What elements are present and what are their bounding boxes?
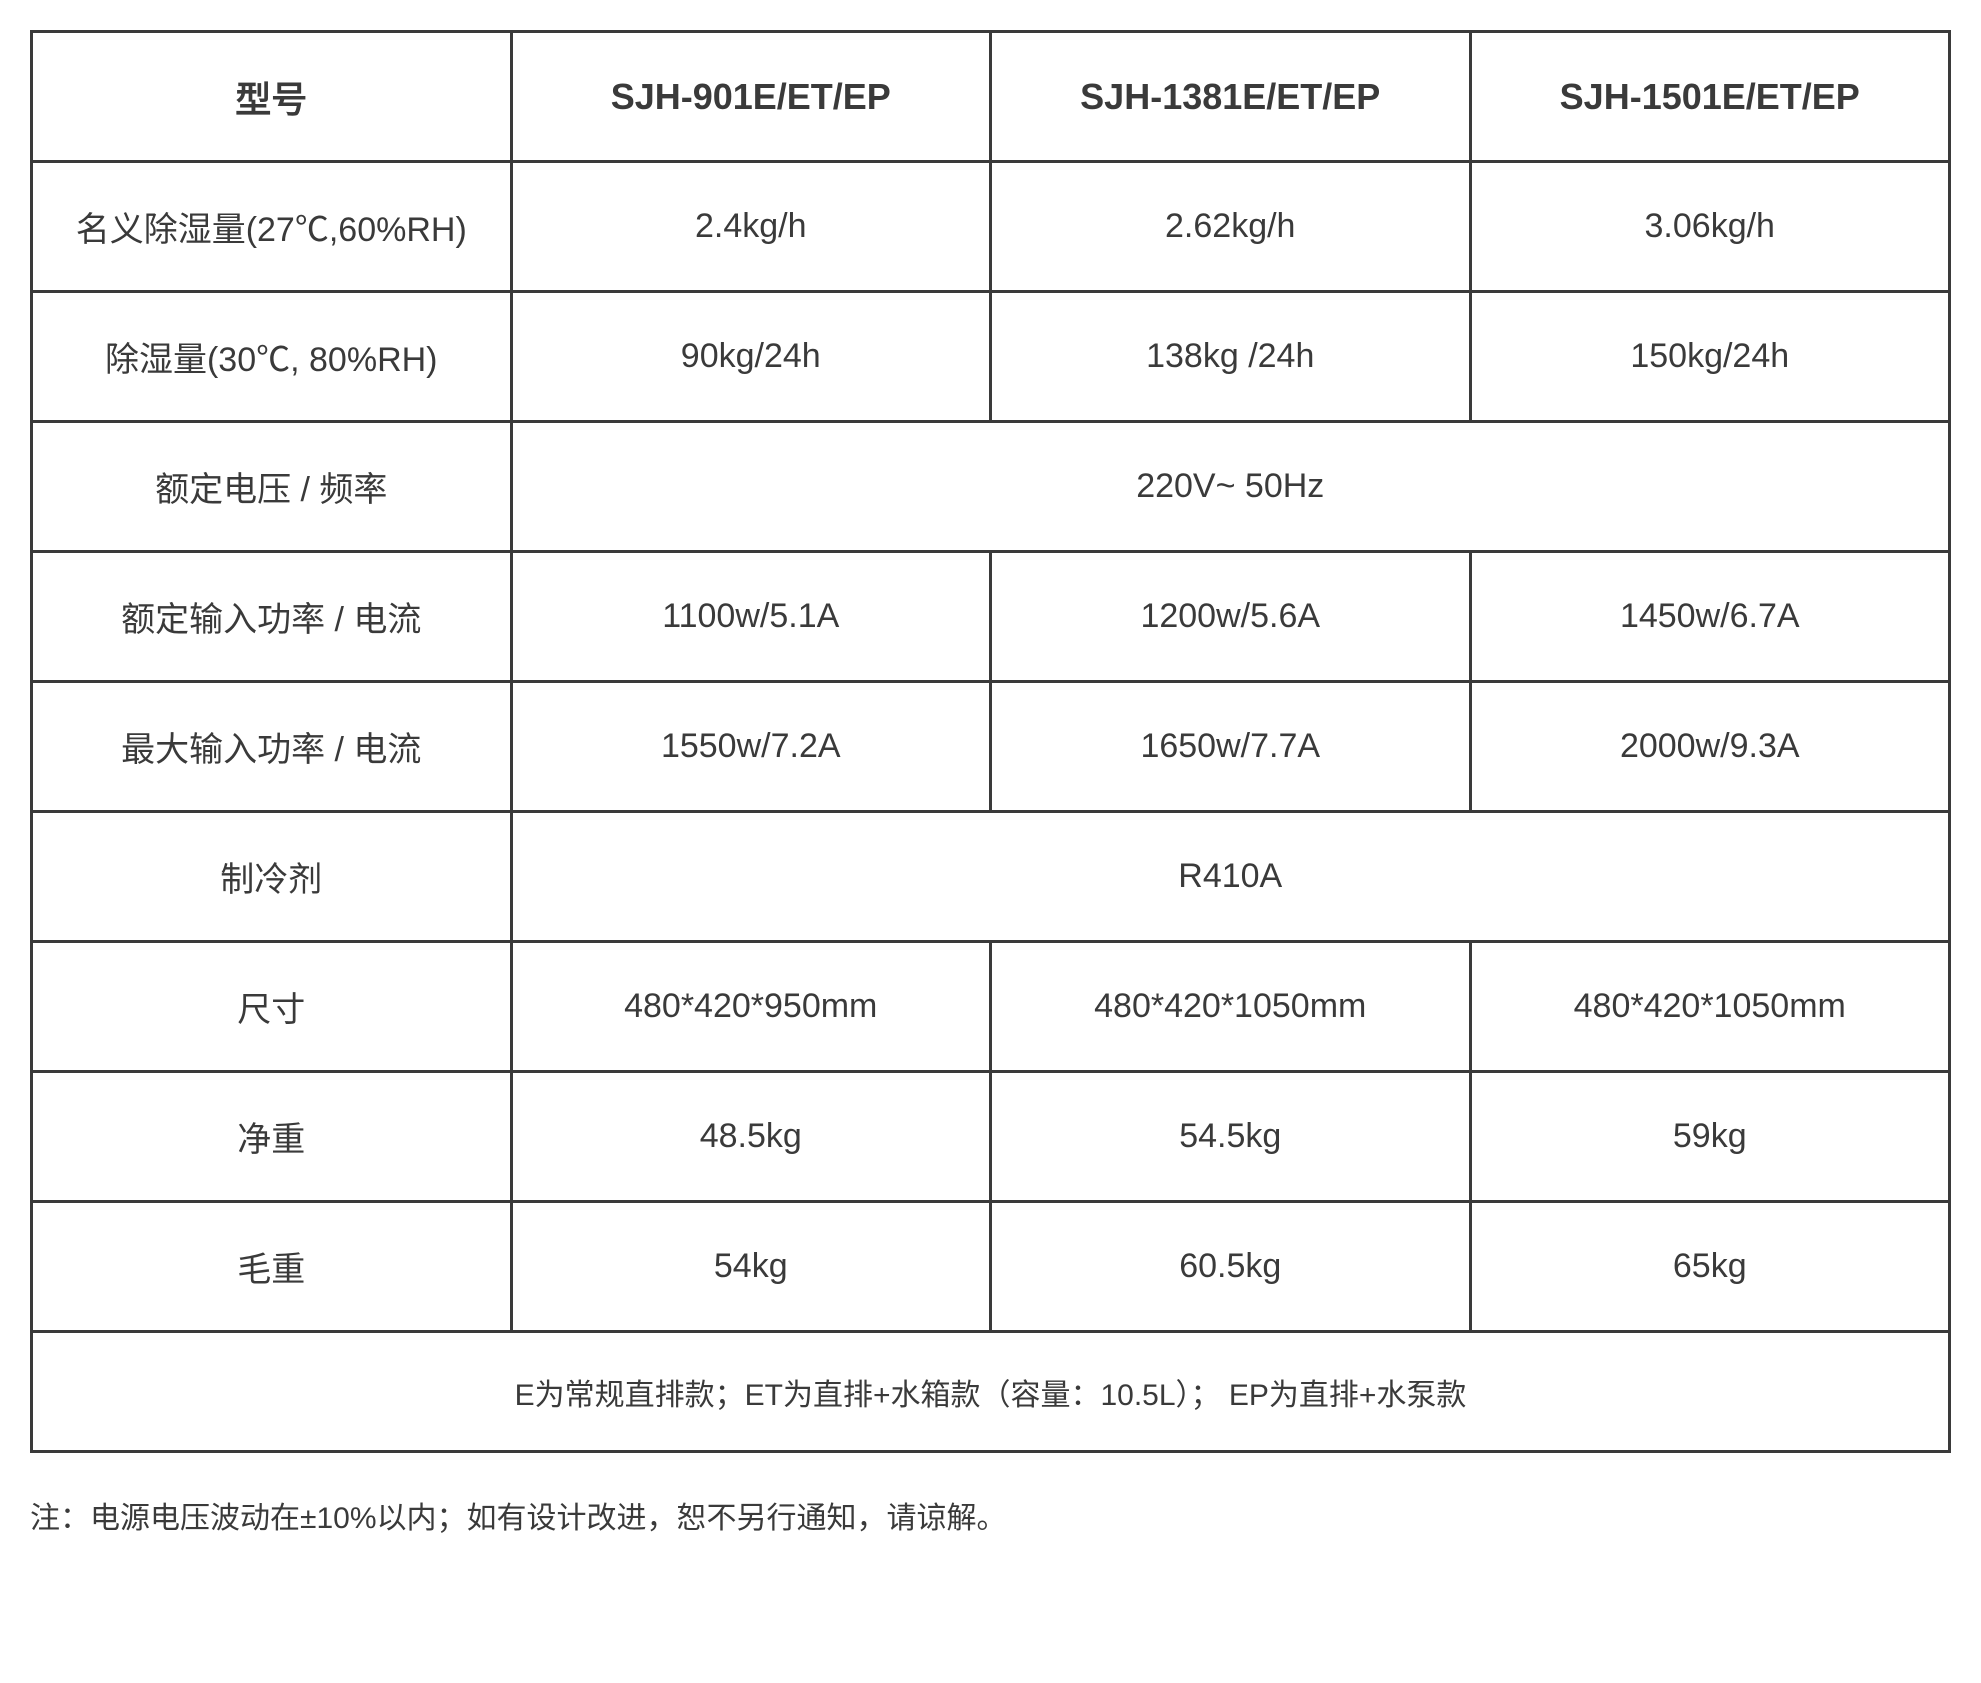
header-model-2: SJH-1381E/ET/EP [991, 32, 1471, 162]
table-row: 净重 48.5kg 54.5kg 59kg [32, 1072, 1950, 1202]
row-label: 净重 [32, 1072, 512, 1202]
row-cell: 1550w/7.2A [511, 682, 991, 812]
row-cell: 60.5kg [991, 1202, 1471, 1332]
table-body: 名义除湿量(27℃,60%RH) 2.4kg/h 2.62kg/h 3.06kg… [32, 162, 1950, 1452]
row-cell: 2000w/9.3A [1470, 682, 1950, 812]
row-cell: 2.4kg/h [511, 162, 991, 292]
row-cell: 1200w/5.6A [991, 552, 1471, 682]
row-label: 除湿量(30℃, 80%RH) [32, 292, 512, 422]
row-label: 尺寸 [32, 942, 512, 1072]
row-cell: 480*420*950mm [511, 942, 991, 1072]
row-cell-spanned: 220V~ 50Hz [511, 422, 1950, 552]
row-label: 名义除湿量(27℃,60%RH) [32, 162, 512, 292]
row-label: 毛重 [32, 1202, 512, 1332]
table-row: 最大输入功率 / 电流 1550w/7.2A 1650w/7.7A 2000w/… [32, 682, 1950, 812]
table-header-row: 型号 SJH-901E/ET/EP SJH-1381E/ET/EP SJH-15… [32, 32, 1950, 162]
row-cell-spanned: R410A [511, 812, 1950, 942]
header-model-label: 型号 [32, 32, 512, 162]
header-model-1: SJH-901E/ET/EP [511, 32, 991, 162]
table-row: 毛重 54kg 60.5kg 65kg [32, 1202, 1950, 1332]
row-cell: 54.5kg [991, 1072, 1471, 1202]
row-cell: 138kg /24h [991, 292, 1471, 422]
row-cell: 54kg [511, 1202, 991, 1332]
table-footer-row: E为常规直排款；ET为直排+水箱款（容量：10.5L）； EP为直排+水泵款 [32, 1332, 1950, 1452]
row-cell: 59kg [1470, 1072, 1950, 1202]
table-row: 制冷剂 R410A [32, 812, 1950, 942]
row-cell: 90kg/24h [511, 292, 991, 422]
row-cell: 65kg [1470, 1202, 1950, 1332]
page-footnote: 注：电源电压波动在±10%以内；如有设计改进，恕不另行通知，请谅解。 [30, 1493, 1951, 1537]
table-row: 尺寸 480*420*950mm 480*420*1050mm 480*420*… [32, 942, 1950, 1072]
row-cell: 1450w/6.7A [1470, 552, 1950, 682]
header-model-3: SJH-1501E/ET/EP [1470, 32, 1950, 162]
table-row: 名义除湿量(27℃,60%RH) 2.4kg/h 2.62kg/h 3.06kg… [32, 162, 1950, 292]
table-row: 除湿量(30℃, 80%RH) 90kg/24h 138kg /24h 150k… [32, 292, 1950, 422]
row-cell: 1650w/7.7A [991, 682, 1471, 812]
row-cell: 480*420*1050mm [1470, 942, 1950, 1072]
row-cell: 150kg/24h [1470, 292, 1950, 422]
spec-table: 型号 SJH-901E/ET/EP SJH-1381E/ET/EP SJH-15… [30, 30, 1951, 1453]
row-cell: 480*420*1050mm [991, 942, 1471, 1072]
table-row: 额定电压 / 频率 220V~ 50Hz [32, 422, 1950, 552]
row-cell: 2.62kg/h [991, 162, 1471, 292]
row-label: 最大输入功率 / 电流 [32, 682, 512, 812]
row-cell: 1100w/5.1A [511, 552, 991, 682]
row-cell: 48.5kg [511, 1072, 991, 1202]
row-label: 额定电压 / 频率 [32, 422, 512, 552]
row-label: 额定输入功率 / 电流 [32, 552, 512, 682]
footer-note: E为常规直排款；ET为直排+水箱款（容量：10.5L）； EP为直排+水泵款 [32, 1332, 1950, 1452]
row-label: 制冷剂 [32, 812, 512, 942]
table-row: 额定输入功率 / 电流 1100w/5.1A 1200w/5.6A 1450w/… [32, 552, 1950, 682]
row-cell: 3.06kg/h [1470, 162, 1950, 292]
